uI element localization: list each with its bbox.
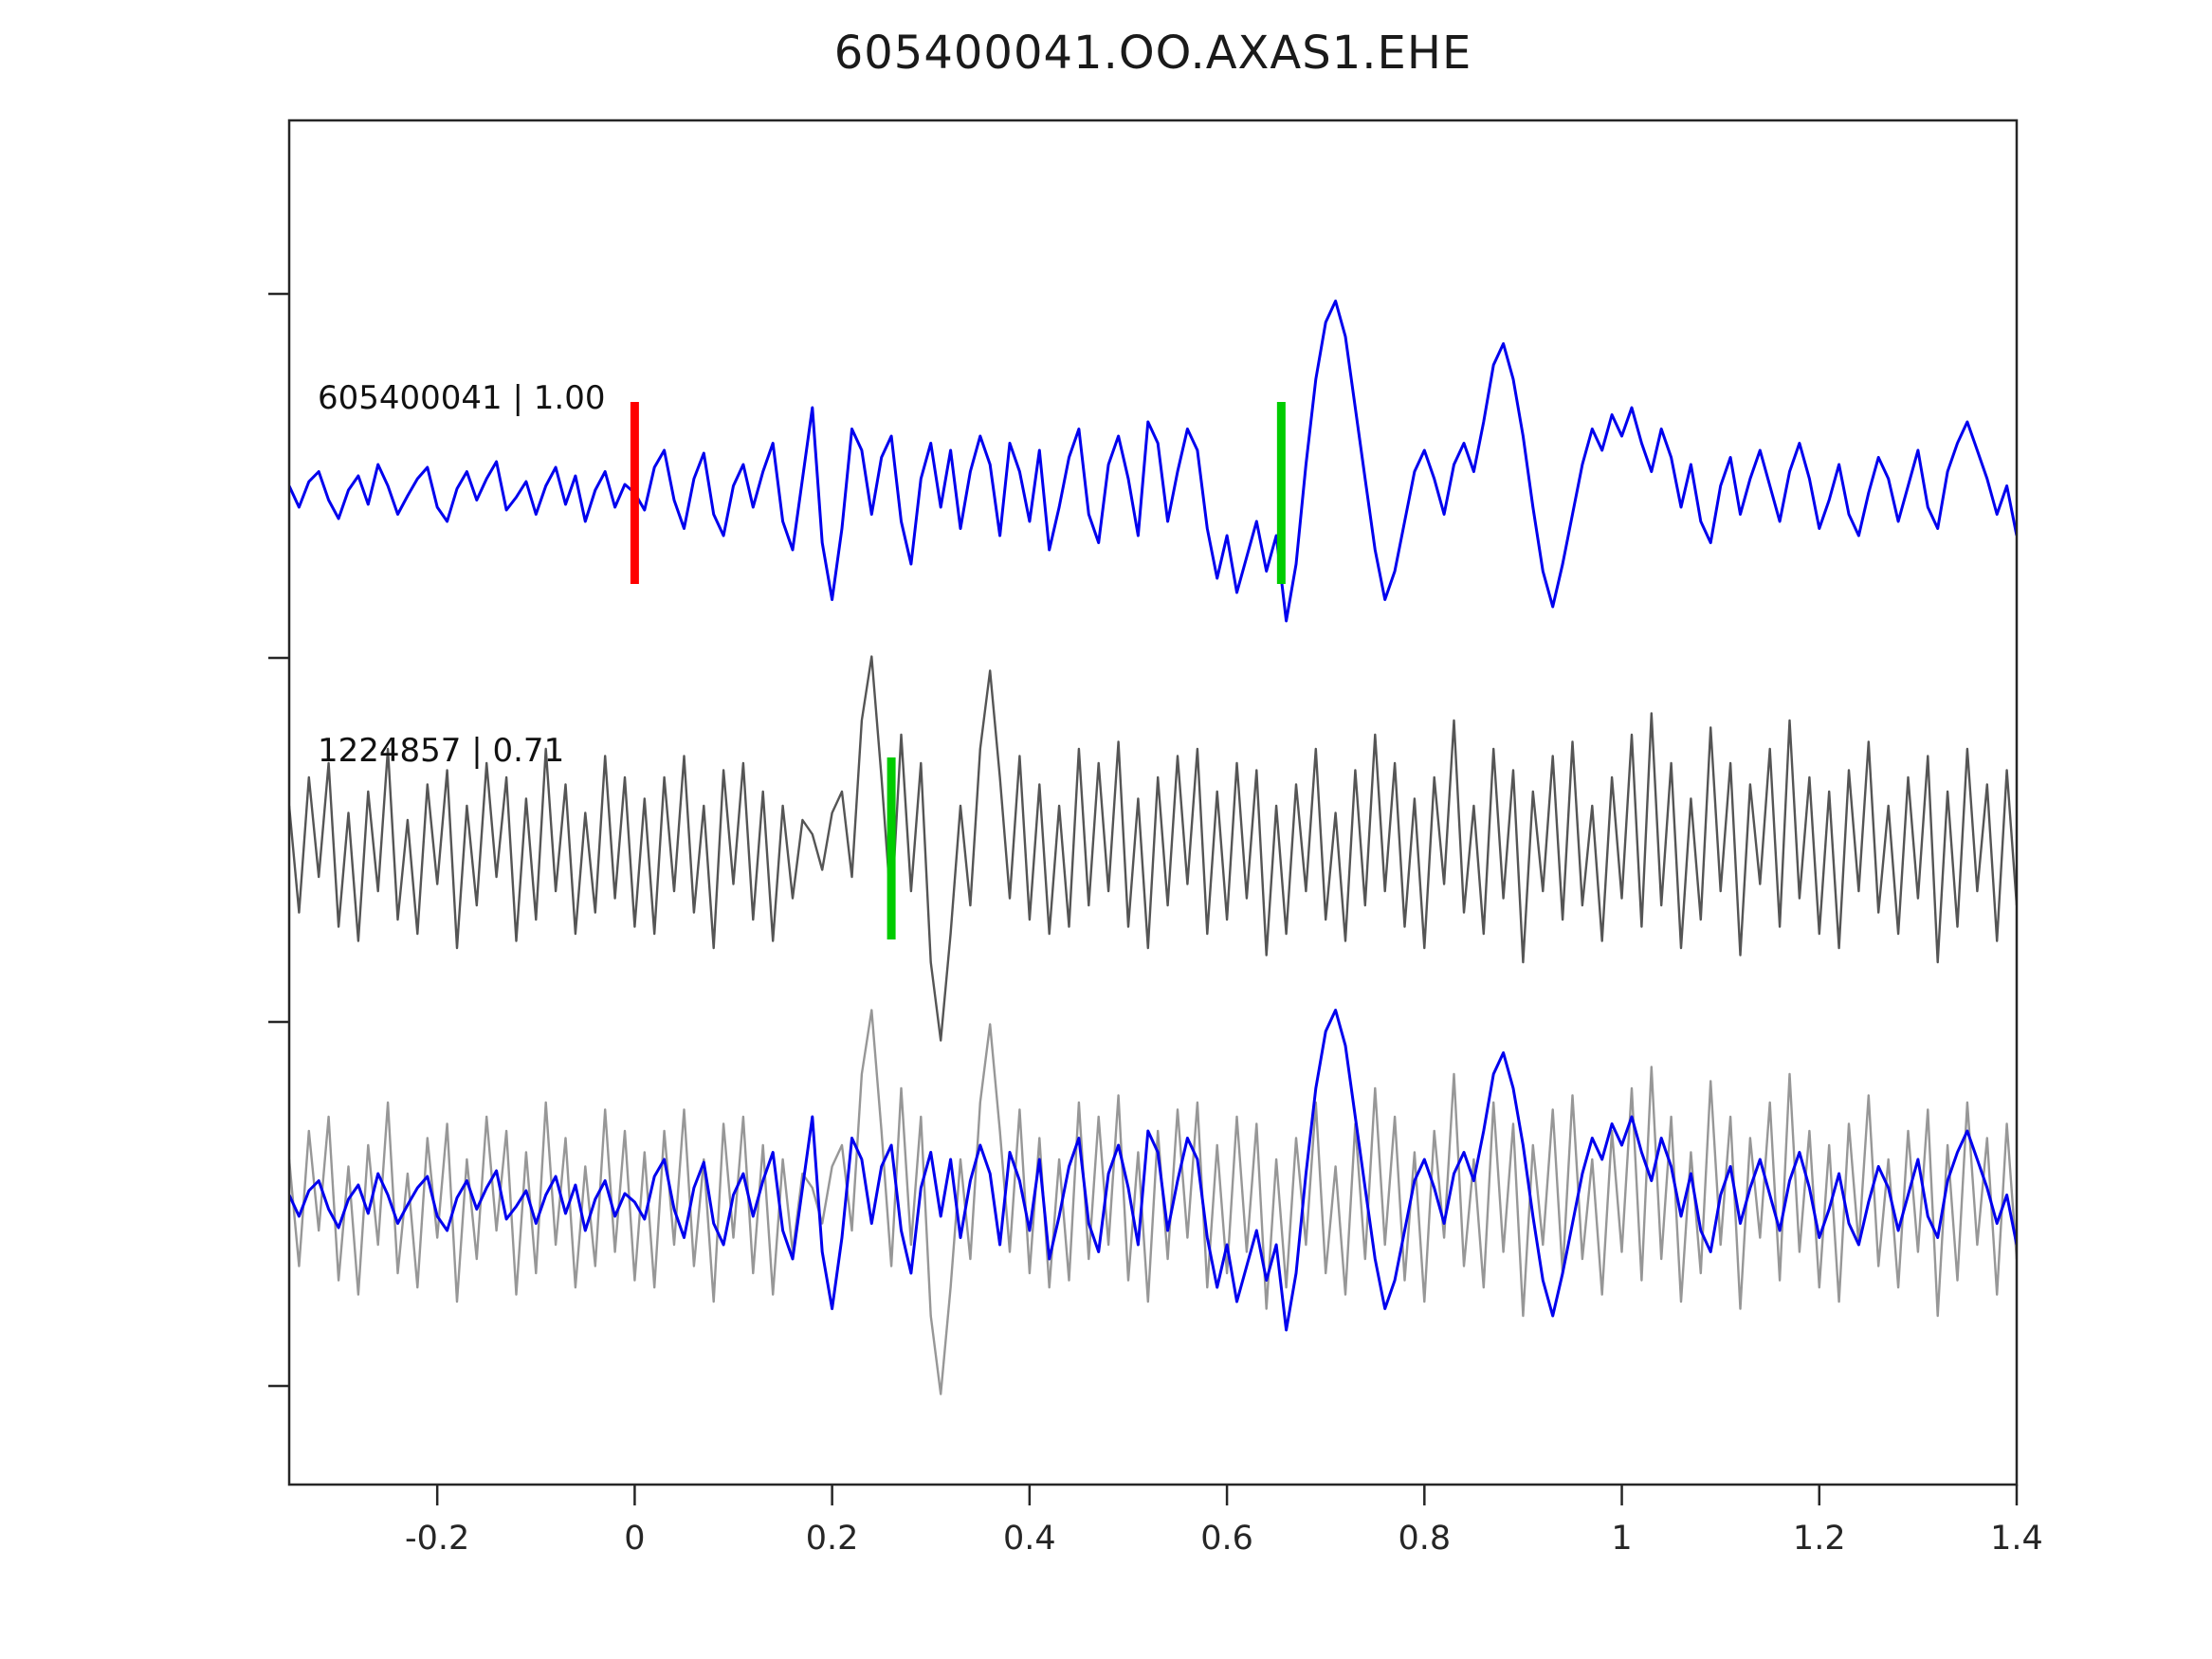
template-waveform-row3 <box>289 1009 2017 1332</box>
x-tick-label: 1.2 <box>1793 1520 1846 1558</box>
x-tick-label: 0.8 <box>1398 1520 1451 1558</box>
x-tick-label: -0.2 <box>405 1520 469 1558</box>
x-tick-label: 0.2 <box>806 1520 859 1558</box>
x-tick-label: 0.4 <box>1003 1520 1056 1558</box>
template-waveform-row1 <box>289 300 2017 623</box>
x-tick-label: 1 <box>1611 1520 1632 1558</box>
axes-box <box>287 118 2019 1486</box>
x-tick-label: 0 <box>624 1520 645 1558</box>
x-tick-label: 0.6 <box>1200 1520 1253 1558</box>
trace-label-template: 605400041 | 1.00 <box>318 379 606 417</box>
detection-waveform-row2 <box>289 655 2017 1042</box>
figure-title: 605400041.OO.AXAS1.EHE <box>833 27 1472 80</box>
detection-waveform-row3 <box>289 1009 2017 1395</box>
x-tick-label: 1.4 <box>1990 1520 2043 1558</box>
trace-label-detection: 1224857 | 0.71 <box>318 732 565 770</box>
